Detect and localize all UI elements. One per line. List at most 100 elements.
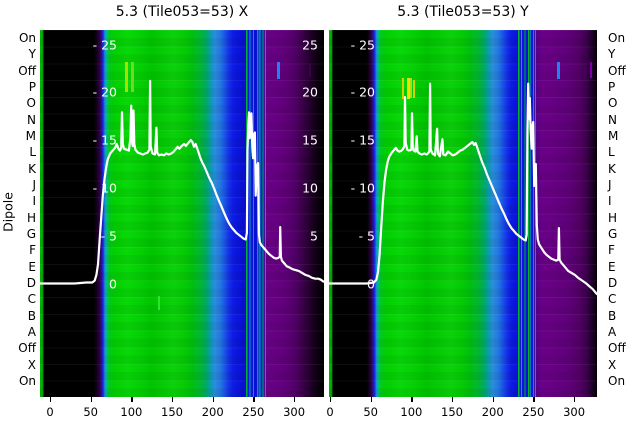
x-tick-mark bbox=[172, 397, 174, 402]
x-tick-label: 100 bbox=[120, 405, 143, 419]
gain-curve-line bbox=[329, 82, 597, 296]
dipole-label-left: O bbox=[26, 96, 36, 111]
x-tick-mark bbox=[492, 397, 494, 402]
x-tick-mark bbox=[212, 397, 214, 402]
x-tick-mark bbox=[50, 397, 52, 402]
dipole-label-right: K bbox=[608, 161, 616, 176]
dipole-label-left: I bbox=[32, 194, 36, 209]
x-tick-mark bbox=[452, 397, 454, 402]
dipole-label-left: F bbox=[29, 243, 36, 258]
dipole-label-right: C bbox=[608, 292, 617, 307]
dipole-label-left: X bbox=[27, 357, 36, 372]
dipole-label-left: E bbox=[28, 259, 36, 274]
dipole-label-right: Off bbox=[608, 341, 626, 356]
dipole-label-right: J bbox=[608, 178, 612, 192]
x-tick-label: 0 bbox=[46, 405, 54, 419]
x-tick-mark bbox=[253, 397, 255, 402]
dipole-label-right: On bbox=[608, 31, 626, 45]
dipole-label-right: Y bbox=[608, 47, 616, 62]
dipole-label-right: F bbox=[608, 243, 615, 258]
inner-ytick-left: - 15 bbox=[92, 132, 117, 148]
x-tick-mark bbox=[90, 397, 92, 402]
inner-ytick-right: 25 bbox=[302, 37, 318, 53]
panel-y-title: 5.3 (Tile053=53) Y bbox=[397, 4, 529, 20]
dipole-label-right: H bbox=[608, 210, 618, 225]
x-tick-mark bbox=[370, 397, 372, 402]
dipole-label-left: M bbox=[25, 129, 36, 143]
anomaly-dash bbox=[401, 78, 404, 99]
dipole-label-right: B bbox=[608, 308, 617, 323]
gain-curve-line bbox=[40, 79, 324, 285]
x-tick-mark bbox=[411, 397, 413, 402]
inner-ytick-right: 5 bbox=[310, 228, 318, 244]
dipole-label-right: E bbox=[608, 259, 616, 274]
dipole-label-left: B bbox=[27, 308, 36, 323]
dipole-label-left: L bbox=[29, 145, 36, 160]
dipole-label-right: N bbox=[608, 112, 617, 127]
dipole-label-left: Off bbox=[18, 63, 36, 78]
x-tick-mark bbox=[533, 397, 535, 402]
heatmap-panel-x: - 25- 20- 15- 10- 5 0 25 20 15 10 5 bbox=[40, 30, 324, 397]
dipole-label-left: C bbox=[27, 292, 36, 307]
inner-ytick-left: 0 bbox=[109, 276, 117, 291]
inner-ytick-right: 10 bbox=[302, 180, 318, 196]
anomaly-dash bbox=[125, 62, 128, 92]
dipole-label-left: K bbox=[28, 161, 36, 176]
anomaly-dash bbox=[309, 63, 311, 77]
anomaly-dash bbox=[557, 62, 560, 79]
dipole-label-left: P bbox=[28, 80, 36, 94]
anomaly-dash bbox=[157, 296, 160, 310]
dipole-label-left: H bbox=[26, 210, 36, 225]
anomaly-dash bbox=[410, 78, 412, 98]
dipole-label-right: X bbox=[608, 357, 617, 372]
gain-curve bbox=[329, 82, 597, 296]
dipole-label-right: D bbox=[608, 275, 618, 290]
dipole-label-left: G bbox=[26, 227, 36, 241]
x-tick-mark bbox=[294, 397, 296, 402]
x-tick-label: 100 bbox=[400, 405, 423, 419]
inner-ytick-left: - 5 bbox=[358, 228, 375, 244]
x-tick-label: 200 bbox=[201, 405, 224, 419]
dipole-label-left: On bbox=[18, 31, 36, 45]
dipole-label-left: Y bbox=[28, 47, 36, 62]
row-texture bbox=[40, 30, 324, 397]
dipole-label-right: P bbox=[608, 80, 616, 94]
inner-ytick-left: - 25 bbox=[350, 37, 375, 53]
dipole-label-right: M bbox=[608, 129, 619, 143]
row-texture bbox=[329, 30, 597, 397]
x-tick-label: 300 bbox=[283, 405, 306, 419]
inner-ytick-left: - 20 bbox=[92, 84, 117, 100]
anomaly-dash bbox=[277, 62, 280, 79]
x-tick-label: 250 bbox=[242, 405, 265, 419]
x-tick-mark bbox=[131, 397, 133, 402]
inner-ytick-left: - 5 bbox=[100, 228, 117, 244]
dipole-label-left: Off bbox=[18, 341, 36, 356]
x-tick-label: 300 bbox=[563, 405, 586, 419]
dipole-label-right: G bbox=[608, 227, 618, 241]
dipole-label-left: J bbox=[32, 178, 36, 192]
inner-ytick-left: - 20 bbox=[350, 84, 375, 100]
anomaly-dash bbox=[413, 80, 415, 98]
x-tick-label: 200 bbox=[481, 405, 504, 419]
dipole-label-right: I bbox=[608, 194, 612, 209]
x-tick-mark bbox=[330, 397, 332, 402]
x-tick-mark bbox=[574, 397, 576, 402]
x-tick-label: 50 bbox=[363, 405, 379, 419]
x-tick-label: 0 bbox=[326, 405, 334, 419]
inner-ytick-right: 20 bbox=[302, 84, 318, 100]
inner-ytick-left: - 15 bbox=[350, 132, 375, 148]
x-tick-label: 150 bbox=[441, 405, 463, 419]
inner-ytick-left: - 25 bbox=[92, 37, 117, 53]
dipole-label-left: A bbox=[27, 324, 36, 339]
dipole-label-left: On bbox=[18, 373, 36, 388]
dipole-label-right: A bbox=[608, 324, 617, 339]
dipole-label-right: O bbox=[608, 96, 618, 111]
inner-ytick-right: 15 bbox=[302, 132, 318, 148]
dipole-label-left: D bbox=[26, 275, 36, 290]
panel-x-title: 5.3 (Tile053=53) X bbox=[115, 4, 249, 20]
gain-curve bbox=[40, 79, 324, 285]
dipole-label-right: Off bbox=[608, 63, 626, 78]
anomaly-dash bbox=[590, 62, 592, 78]
dipole-label-right: On bbox=[608, 373, 626, 388]
